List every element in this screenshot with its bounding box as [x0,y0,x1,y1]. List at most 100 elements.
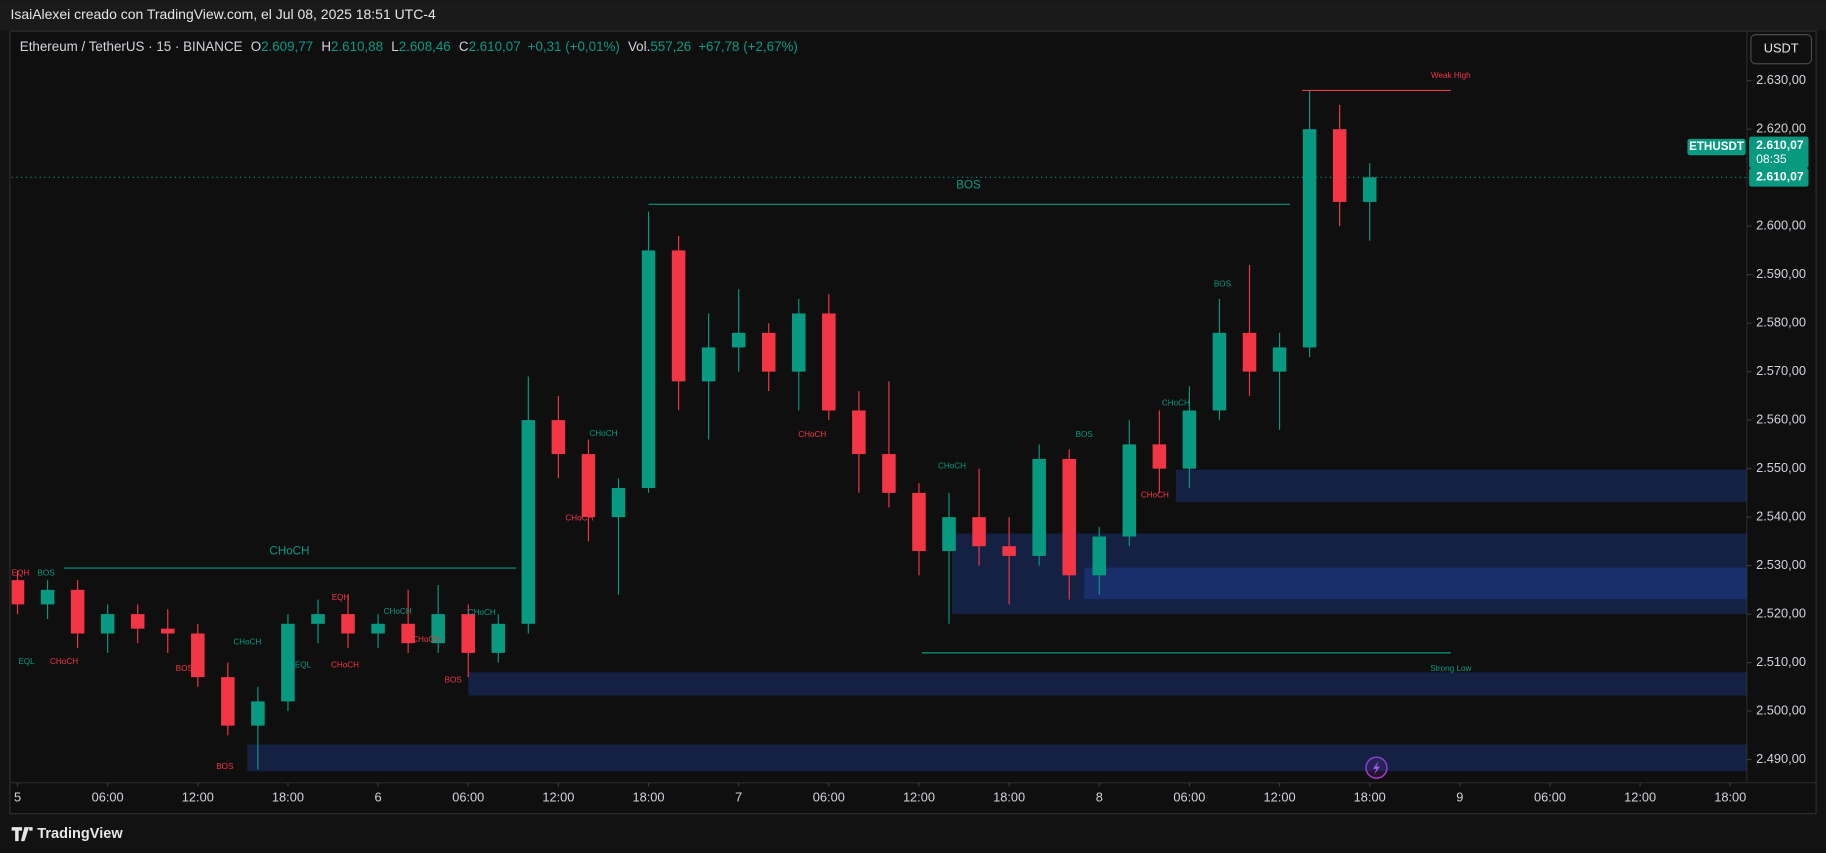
alert-bolt[interactable] [1372,760,1380,775]
candle-body [972,517,986,547]
candle-body [341,614,355,634]
price-tag-countdown: 08:35 [1756,152,1787,166]
y-tick-label: 2.500,00 [1756,702,1806,717]
brand-name: TradingView [37,826,123,842]
candle-body [1002,546,1016,556]
structure-label: CHoCH [50,657,78,666]
candle-body [371,623,385,634]
candle-body [792,313,806,372]
currency-label[interactable]: USDT [1764,41,1799,56]
x-tick-label: 06:00 [813,789,845,804]
structure-label: EQH [332,593,350,602]
candle-body [581,454,596,518]
structure-label: BOS [1214,280,1232,289]
y-tick-label: 2.550,00 [1756,460,1806,475]
candle-body [1152,444,1167,469]
candle-body [221,677,235,726]
structure-label: BOS [216,762,234,771]
structure-label: EQH [12,569,30,578]
y-tick-label: 2.510,00 [1756,654,1806,669]
y-tick-label: 2.540,00 [1756,508,1806,523]
legend-item: 2.609,77 [261,38,313,53]
candle-body [731,332,746,348]
x-tick-label: 06:00 [452,789,484,804]
x-tick-label: 18:00 [1714,789,1746,804]
order-block-zone [468,672,1747,696]
price-tag-value: 2.610,07 [1756,138,1804,152]
candle-body [431,614,445,644]
x-tick-label: 18:00 [633,789,665,804]
alert-icon[interactable] [1365,756,1388,779]
structure-label: CHoCH [589,429,617,438]
candle-body [40,589,55,605]
y-tick-label: 2.530,00 [1756,557,1806,572]
x-tick-label: 5 [14,789,21,804]
y-tick-label: 2.620,00 [1756,121,1806,136]
candle-body [461,614,475,653]
x-tick-label: 06:00 [92,789,124,804]
structure-label: EQL [295,661,312,670]
x-tick-label: 7 [735,789,742,804]
structure-label: CHoCH [1162,398,1190,407]
legend-item: H [321,38,331,53]
candle-body [1032,458,1046,556]
ticker-label: ETHUSDT [1689,140,1744,153]
structure-label: Strong Low [1430,664,1471,673]
bottom-bar [0,815,1826,853]
legend-item: +67,78 (+2,67%) [698,38,798,53]
candle-body [521,420,536,624]
candle-body [130,614,145,629]
candle-body [1092,536,1107,576]
candle-body [1062,458,1076,576]
price-tag [1749,136,1809,169]
structure-label: CHoCH [1141,490,1169,499]
legend-item: O [251,38,261,53]
candle-body [1212,332,1227,411]
candle-body [1302,129,1317,348]
candle-body [401,623,415,644]
candle-body [912,492,926,552]
legend-item: Ethereum / TetherUS · 15 · BINANCE [20,38,243,53]
candle-body [942,517,956,552]
legend-item: +0,31 (+0,01%) [528,38,620,53]
x-tick-label: 18:00 [1354,789,1386,804]
structure-label: CHoCH [331,661,359,670]
currency-button[interactable] [1750,34,1813,65]
structure-label: BOS [1076,430,1094,439]
y-tick-label: 2.600,00 [1756,218,1806,233]
x-tick-label: 9 [1456,789,1463,804]
legend-item: 557,26 [650,38,691,53]
candle-body [1332,129,1347,202]
last-price-tag [1749,168,1809,187]
order-block-zone [247,744,1747,772]
structure-label: CHoCH [565,514,593,523]
y-tick-label: 2.490,00 [1756,751,1806,766]
candle-body [491,623,506,653]
y-tick-label: 2.630,00 [1756,72,1806,87]
candle-body [1242,332,1257,372]
structure-label: CHoCH [269,545,309,558]
candle-body [882,454,896,493]
structure-label: CHoCH [412,635,440,644]
structure-label: BOS [445,676,463,685]
order-block-zone [1175,469,1747,503]
y-tick-label: 2.590,00 [1756,266,1806,281]
author-line: IsaiAlexei creado con TradingView.com, e… [10,6,435,22]
x-tick-label: 06:00 [1534,789,1566,804]
legend-item: 2.608,46 [399,38,451,53]
structure-label: BOS [956,179,981,192]
candle-body [251,701,265,726]
candle-body [1362,177,1377,202]
structure-label: CHoCH [233,637,261,646]
x-tick-label: 12:00 [903,789,935,804]
candle-body [641,250,656,489]
x-tick-label: 18:00 [272,789,304,804]
x-tick-label: 12:00 [542,789,574,804]
legend-item: 2.610,07 [469,38,521,53]
x-tick-label: 6 [375,789,382,804]
candle-body [852,410,866,455]
legend-item: C [459,38,469,53]
structure-label: Weak High [1431,71,1471,80]
